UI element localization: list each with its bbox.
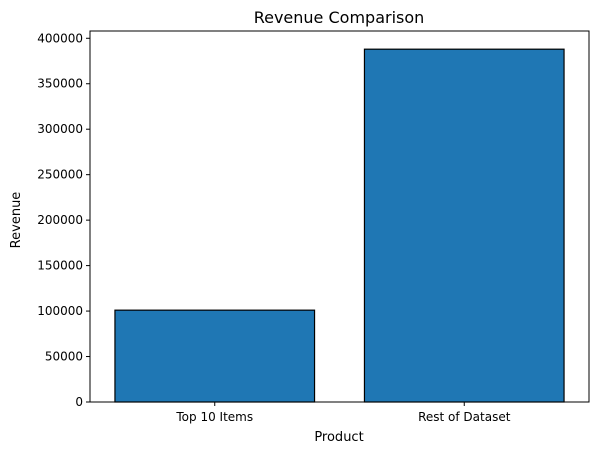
y-tick-label: 400000 (37, 31, 83, 45)
chart-title: Revenue Comparison (254, 8, 425, 27)
y-tick-label: 50000 (45, 350, 83, 364)
y-tick-label: 350000 (37, 77, 83, 91)
y-axis-label: Revenue (9, 192, 24, 249)
plot-area: Top 10 Items Rest of Dataset 0 50000 100000 1… (37, 30, 590, 424)
y-tick-label: 200000 (37, 213, 83, 227)
y-tick-label: 250000 (37, 168, 83, 182)
y-tick-label: 100000 (37, 304, 83, 318)
y-tick-label: 150000 (37, 259, 83, 273)
bar (363, 48, 565, 403)
x-tick-label: Top 10 Items (175, 410, 253, 424)
x-tick-label: Rest of Dataset (418, 410, 511, 424)
bar (114, 309, 316, 403)
y-tick-label: 300000 (37, 122, 83, 136)
x-axis-label: Product (314, 430, 363, 445)
y-tick-label: 0 (75, 395, 83, 409)
plot-frame (89, 30, 590, 403)
